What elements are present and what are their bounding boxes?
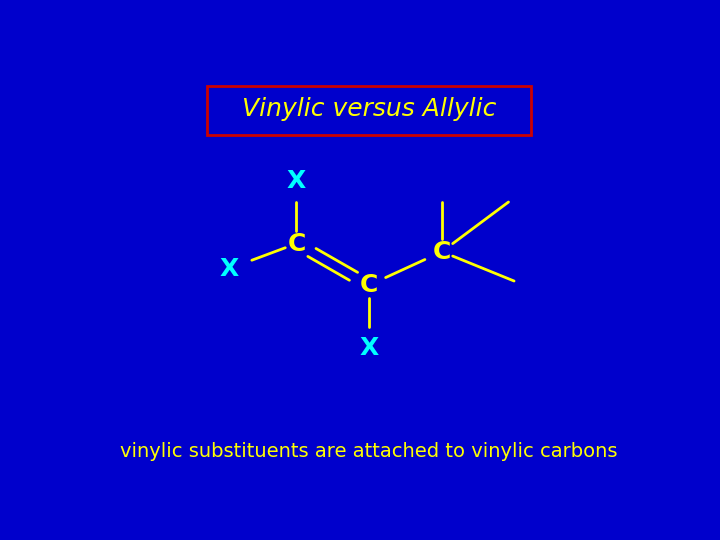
Text: X: X	[220, 256, 239, 281]
FancyBboxPatch shape	[207, 85, 531, 136]
Text: C: C	[432, 240, 451, 264]
Text: C: C	[360, 273, 378, 297]
Text: C: C	[287, 232, 306, 255]
Text: vinylic substituents are attached to vinylic carbons: vinylic substituents are attached to vin…	[120, 442, 618, 461]
Text: X: X	[359, 335, 379, 360]
Text: X: X	[287, 169, 306, 193]
Text: Vinylic versus Allylic: Vinylic versus Allylic	[242, 97, 496, 122]
